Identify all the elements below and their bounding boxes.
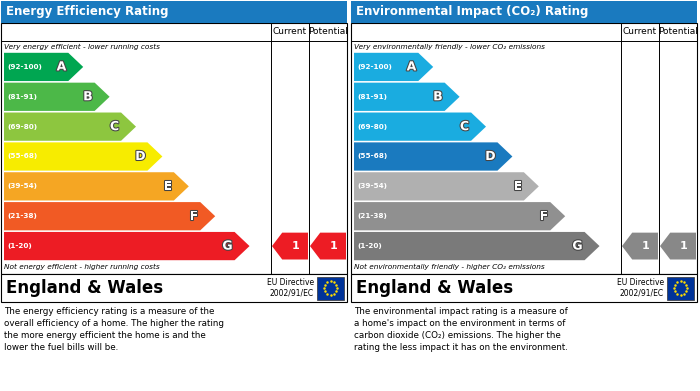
Text: (21-38): (21-38) [7, 213, 37, 219]
Text: B: B [83, 90, 92, 103]
Polygon shape [354, 202, 565, 230]
Bar [1, 274, 347, 302]
Text: (55-68): (55-68) [357, 154, 387, 160]
Bar [351, 274, 697, 302]
Polygon shape [354, 232, 599, 260]
Text: D: D [485, 150, 496, 163]
Bar [1, 1, 347, 23]
Text: Current: Current [273, 27, 307, 36]
Bar [667, 276, 694, 300]
Polygon shape [4, 113, 136, 141]
Text: G: G [573, 240, 582, 253]
Text: A: A [57, 61, 66, 74]
Text: Potential: Potential [658, 27, 698, 36]
Polygon shape [4, 83, 110, 111]
Text: Energy Efficiency Rating: Energy Efficiency Rating [6, 5, 169, 18]
Text: Not environmentally friendly - higher CO₂ emissions: Not environmentally friendly - higher CO… [354, 264, 545, 269]
Text: (21-38): (21-38) [357, 213, 387, 219]
Text: A: A [407, 61, 416, 74]
Text: Very environmentally friendly - lower CO₂ emissions: Very environmentally friendly - lower CO… [354, 43, 545, 50]
Bar [1, 23, 347, 274]
Text: D: D [135, 150, 146, 163]
Polygon shape [354, 113, 486, 141]
Text: E: E [513, 180, 522, 193]
Text: (1-20): (1-20) [7, 243, 31, 249]
Text: (1-20): (1-20) [357, 243, 382, 249]
Text: The energy efficiency rating is a measure of the
overall efficiency of a home. T: The energy efficiency rating is a measur… [4, 307, 224, 352]
Text: Not energy efficient - higher running costs: Not energy efficient - higher running co… [4, 264, 160, 269]
Text: (39-54): (39-54) [357, 183, 387, 189]
Text: F: F [540, 210, 548, 223]
Text: EU Directive
2002/91/EC: EU Directive 2002/91/EC [617, 278, 664, 298]
Text: (69-80): (69-80) [357, 124, 387, 130]
Polygon shape [4, 142, 162, 170]
Text: (55-68): (55-68) [7, 154, 37, 160]
Text: (69-80): (69-80) [7, 124, 37, 130]
Text: EU Directive
2002/91/EC: EU Directive 2002/91/EC [267, 278, 314, 298]
Polygon shape [660, 233, 696, 260]
Text: England & Wales: England & Wales [6, 279, 163, 297]
Text: (39-54): (39-54) [7, 183, 37, 189]
Text: Environmental Impact (CO₂) Rating: Environmental Impact (CO₂) Rating [356, 5, 589, 18]
Text: G: G [223, 240, 232, 253]
Text: C: C [110, 120, 119, 133]
Polygon shape [622, 233, 658, 260]
Polygon shape [310, 233, 346, 260]
Text: 1: 1 [679, 241, 687, 251]
Text: Very energy efficient - lower running costs: Very energy efficient - lower running co… [4, 43, 160, 50]
Text: F: F [190, 210, 198, 223]
Polygon shape [354, 83, 460, 111]
Bar [317, 276, 344, 300]
Text: 1: 1 [329, 241, 337, 251]
Polygon shape [354, 142, 512, 170]
Polygon shape [4, 202, 215, 230]
Bar [351, 23, 697, 274]
Polygon shape [4, 232, 249, 260]
Text: The environmental impact rating is a measure of
a home's impact on the environme: The environmental impact rating is a mea… [354, 307, 568, 352]
Bar [351, 1, 697, 23]
Text: B: B [433, 90, 442, 103]
Text: C: C [460, 120, 469, 133]
Text: Potential: Potential [308, 27, 348, 36]
Polygon shape [354, 172, 539, 201]
Text: (81-91): (81-91) [357, 94, 387, 100]
Text: (92-100): (92-100) [357, 64, 392, 70]
Text: England & Wales: England & Wales [356, 279, 513, 297]
Text: (81-91): (81-91) [7, 94, 37, 100]
Polygon shape [354, 53, 433, 81]
Text: 1: 1 [641, 241, 649, 251]
Text: Current: Current [623, 27, 657, 36]
Text: E: E [163, 180, 172, 193]
Text: (92-100): (92-100) [7, 64, 42, 70]
Polygon shape [272, 233, 308, 260]
Polygon shape [4, 172, 189, 201]
Text: 1: 1 [291, 241, 299, 251]
Polygon shape [4, 53, 83, 81]
